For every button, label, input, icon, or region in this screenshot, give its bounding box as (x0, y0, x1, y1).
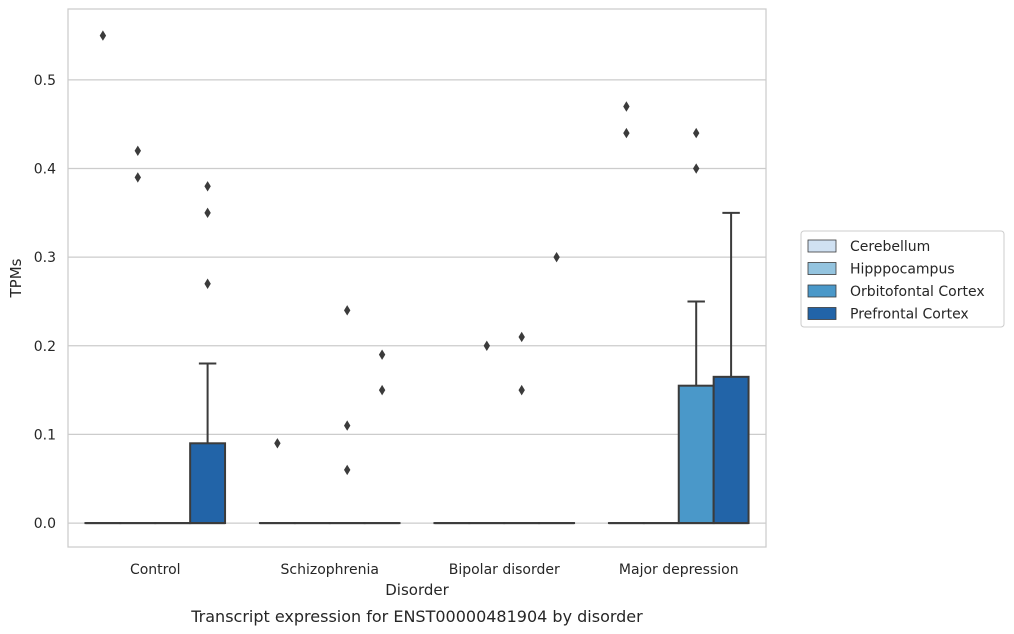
y-tick-label: 0.1 (34, 427, 56, 443)
y-axis-ticks: 0.0 0.1 0.2 0.3 0.4 0.5 (34, 73, 56, 532)
outlier-point (134, 145, 141, 157)
box (119, 145, 157, 525)
legend-item-hipppocampus: Hipppocampus (807, 262, 955, 278)
outlier-point (204, 278, 211, 289)
box-body (189, 442, 227, 525)
plot-area-frame (67, 8, 767, 548)
x-tick-label: Control (130, 562, 181, 578)
outlier-point (134, 172, 141, 183)
outlier-point (553, 251, 560, 263)
legend-label: Hipppocampus (850, 262, 955, 278)
legend: Cerebellum Hipppocampus Orbitofontal Corte… (800, 230, 1005, 328)
y-tick-label: 0.4 (34, 162, 56, 178)
legend-swatch (807, 307, 837, 320)
outlier-point (483, 340, 490, 352)
box (189, 181, 227, 525)
outlier-point (344, 305, 351, 316)
box (363, 349, 401, 525)
legend-frame (800, 230, 1005, 328)
x-tick-label: Major depression (619, 562, 739, 578)
chart-caption: Transcript expression for ENST0000048190… (190, 607, 643, 626)
outlier-point (518, 384, 525, 396)
box (607, 101, 645, 525)
legend-swatch (807, 284, 837, 298)
outlier-point (623, 101, 630, 112)
box-body (677, 384, 715, 525)
y-tick-label: 0.5 (34, 73, 56, 89)
x-tick-label: Bipolar disorder (449, 562, 560, 578)
legend-item-cerebellum: Cerebellum (807, 239, 930, 255)
outlier-point (378, 349, 386, 360)
outlier-point (693, 163, 700, 174)
box (677, 127, 715, 525)
legend-label: Cerebellum (850, 239, 930, 255)
box (84, 30, 122, 525)
legend-item-orbitofontal-cortex: Orbitofontal Cortex (807, 284, 985, 300)
x-axis-ticks: Control Schizophrenia Bipolar disorder Majo… (130, 562, 739, 578)
series-orbitofontal-cortex (154, 127, 715, 525)
outlier-point (344, 464, 351, 476)
box (712, 211, 750, 525)
outlier-point (378, 384, 386, 396)
box-plot-series (84, 30, 750, 525)
box (538, 251, 576, 525)
legend-item-prefrontal-cortex: Prefrontal Cortex (807, 307, 969, 323)
outlier-point (518, 331, 525, 343)
outlier-point (274, 438, 281, 449)
legend-swatch (807, 239, 837, 253)
outlier-point (693, 127, 700, 139)
outlier-point (623, 127, 630, 139)
x-axis-label: Disorder (385, 581, 449, 599)
gridlines (68, 79, 766, 524)
x-tick-label: Schizophrenia (281, 562, 379, 578)
y-axis-label: TPMs (7, 258, 25, 298)
box (503, 331, 541, 525)
box (468, 340, 506, 525)
box (258, 438, 296, 525)
outlier-point (204, 207, 211, 219)
series-cerebellum (84, 30, 645, 525)
y-tick-label: 0.3 (34, 250, 56, 266)
box-body (712, 375, 750, 525)
y-tick-label: 0.0 (34, 516, 56, 532)
outlier-point (204, 181, 211, 192)
legend-label: Prefrontal Cortex (850, 307, 969, 323)
series-prefrontal-cortex (189, 181, 750, 525)
outlier-point (99, 30, 107, 41)
outlier-point (344, 420, 351, 431)
y-tick-label: 0.2 (34, 339, 56, 355)
legend-swatch (807, 262, 837, 275)
legend-label: Orbitofontal Cortex (850, 284, 985, 300)
box (328, 305, 366, 525)
